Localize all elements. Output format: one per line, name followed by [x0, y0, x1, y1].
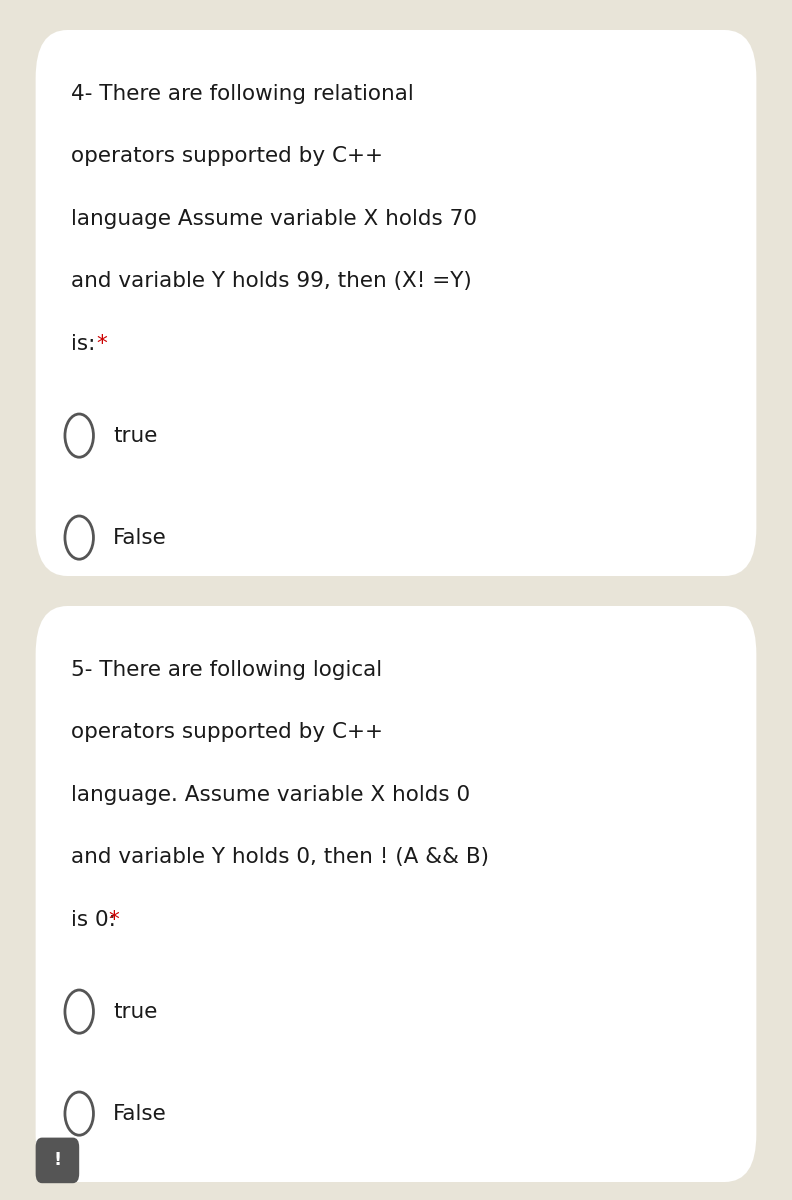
Text: *: * — [109, 910, 119, 930]
Text: true: true — [113, 426, 158, 445]
Text: 4- There are following relational: 4- There are following relational — [71, 84, 414, 104]
Text: 5- There are following logical: 5- There are following logical — [71, 660, 383, 680]
Text: False: False — [113, 1104, 167, 1123]
Text: is 0:: is 0: — [71, 910, 123, 930]
Text: False: False — [113, 528, 167, 547]
Text: and variable Y holds 0, then ! (A && B): and variable Y holds 0, then ! (A && B) — [71, 847, 489, 868]
Text: operators supported by C++: operators supported by C++ — [71, 722, 383, 743]
Text: true: true — [113, 1002, 158, 1021]
Text: is:: is: — [71, 334, 102, 354]
FancyBboxPatch shape — [36, 606, 756, 1182]
Text: language. Assume variable X holds 0: language. Assume variable X holds 0 — [71, 785, 470, 805]
Text: *: * — [96, 334, 107, 354]
FancyBboxPatch shape — [36, 30, 756, 576]
Text: language Assume variable X holds 70: language Assume variable X holds 70 — [71, 209, 478, 229]
Text: and variable Y holds 99, then (X! =Y): and variable Y holds 99, then (X! =Y) — [71, 271, 472, 292]
Text: operators supported by C++: operators supported by C++ — [71, 146, 383, 167]
FancyBboxPatch shape — [36, 1138, 79, 1183]
Text: !: ! — [53, 1152, 62, 1169]
